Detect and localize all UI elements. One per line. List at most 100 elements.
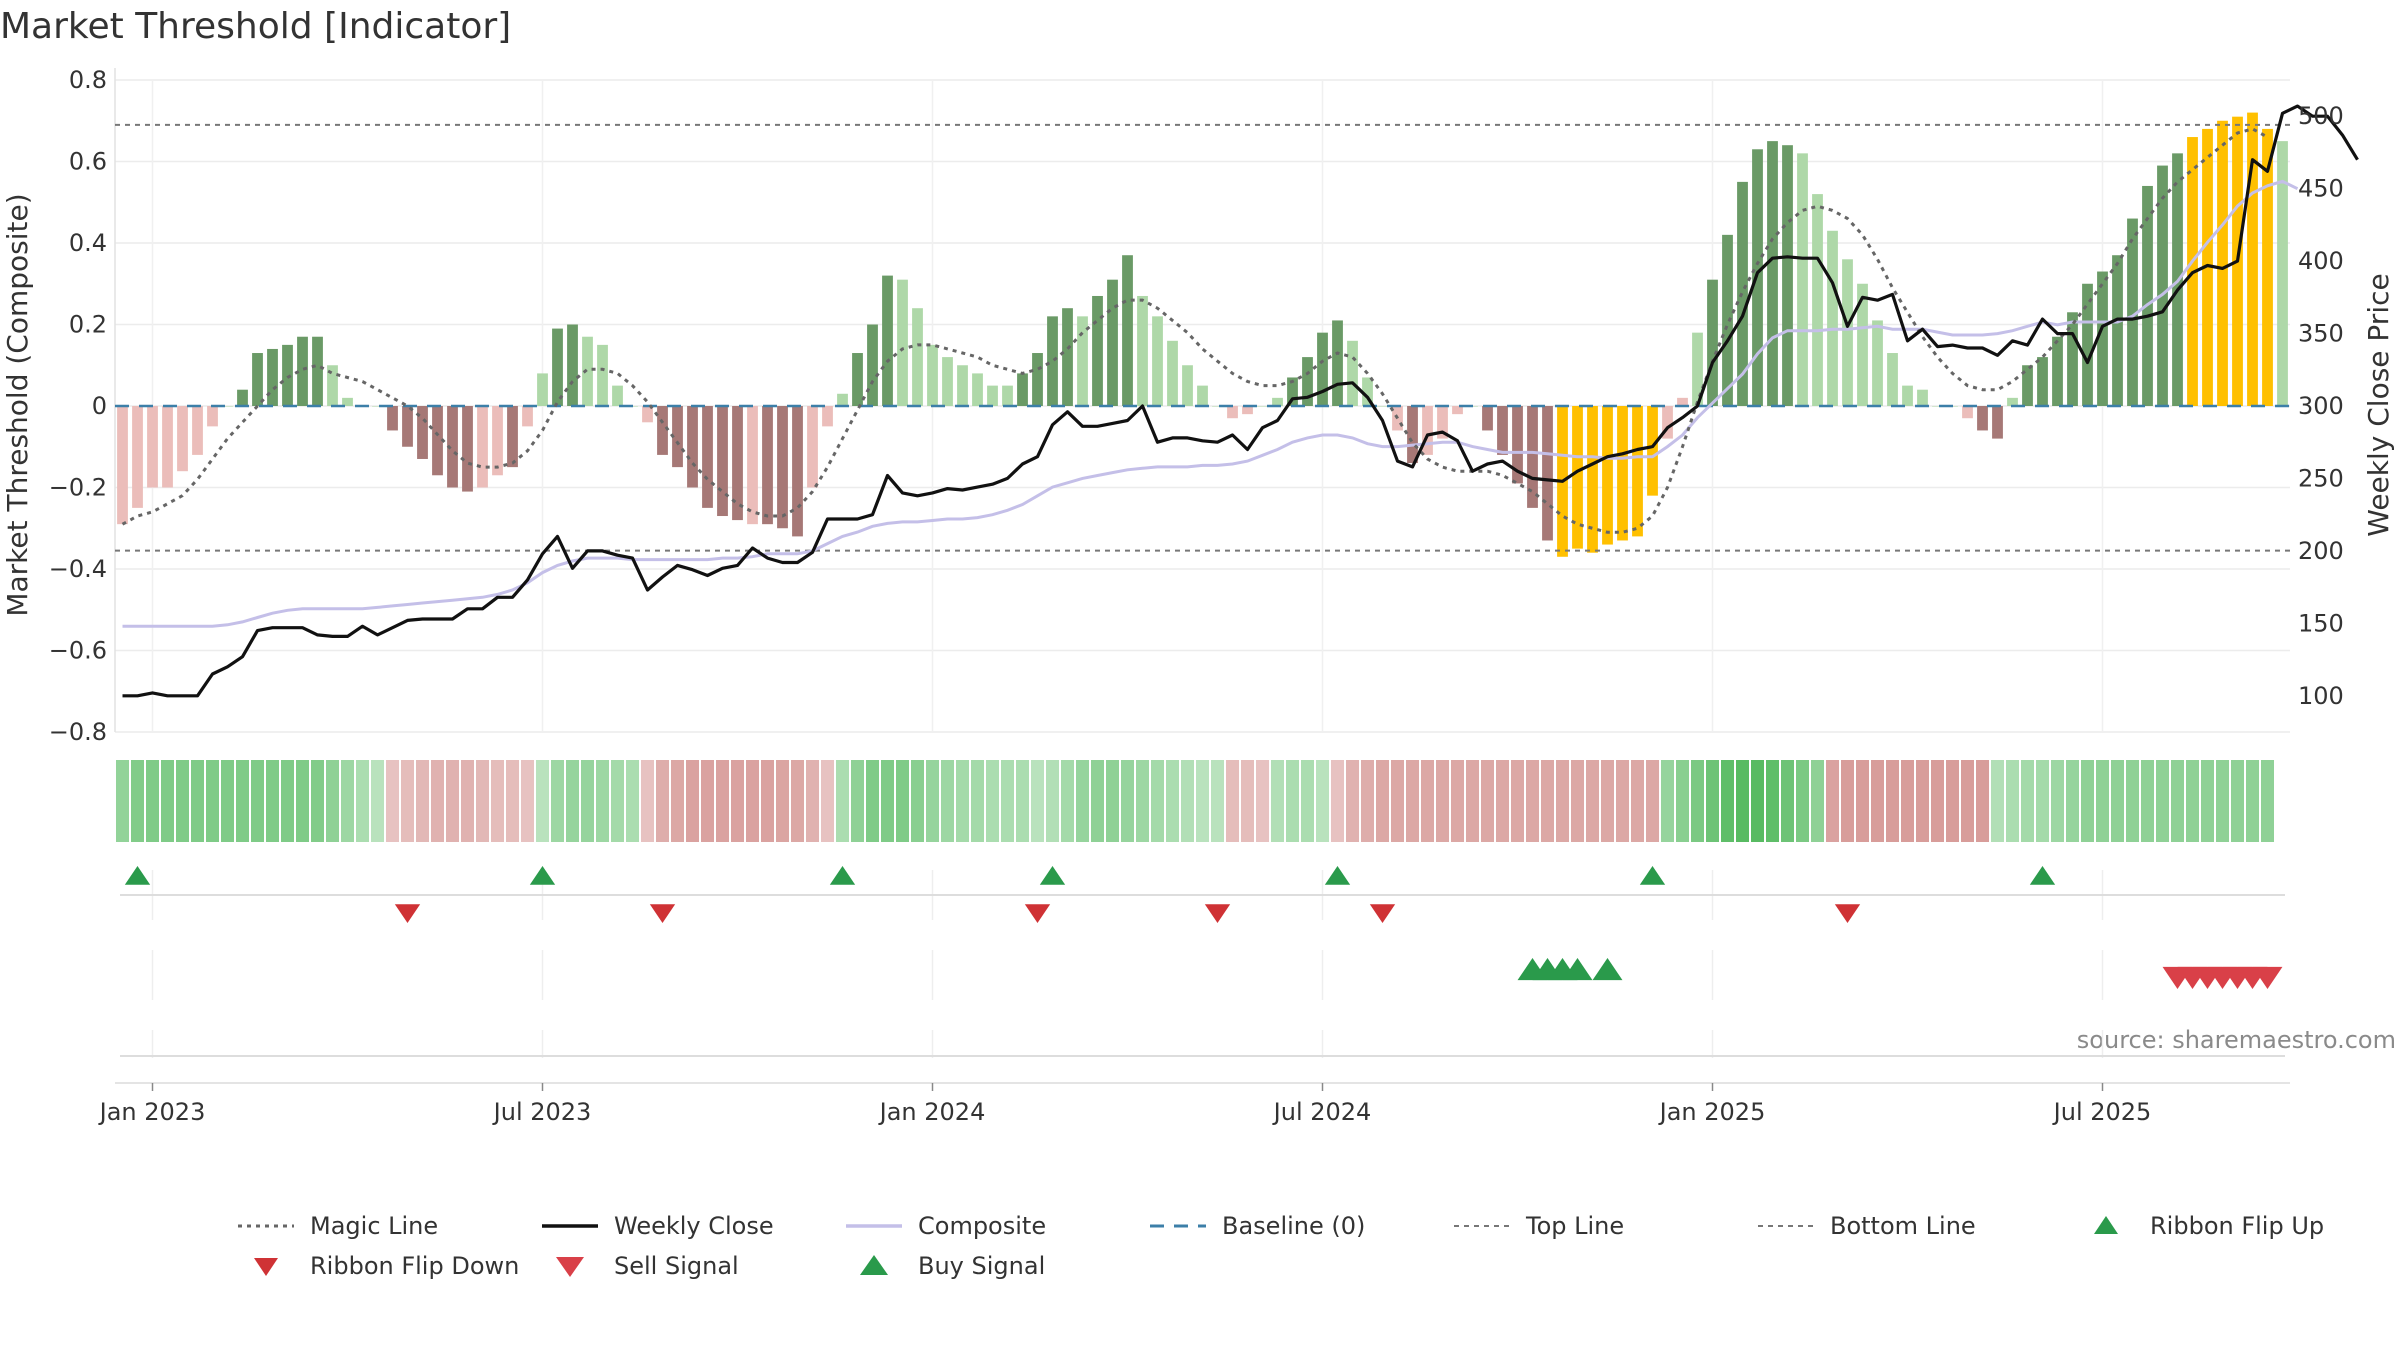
composite-bar <box>1182 365 1193 406</box>
legend-item-close: Weekly Close <box>542 1212 774 1240</box>
ribbon-cell <box>2126 760 2139 842</box>
composite-bar <box>252 353 263 406</box>
ribbon-cell <box>1751 760 1764 842</box>
ribbon-cell <box>1466 760 1479 842</box>
ribbon-cell <box>2081 760 2094 842</box>
ribbon-cell <box>851 760 864 842</box>
composite-bar <box>747 406 758 525</box>
ribbon-cell <box>941 760 954 842</box>
ribbon-cell <box>1781 760 1794 842</box>
composite-bar <box>1377 406 1388 407</box>
composite-bar <box>297 336 308 406</box>
right-tick-label: 350 <box>2298 320 2344 348</box>
ribbon-cell <box>1961 760 1974 842</box>
composite-bar <box>1707 279 1718 406</box>
composite-bar <box>402 406 413 447</box>
composite-bar <box>1197 385 1208 406</box>
ribbon-flip-up-marker <box>829 866 856 885</box>
composite-bar <box>117 406 128 525</box>
ribbon-cell <box>296 760 309 842</box>
ribbon-cell <box>956 760 969 842</box>
composite-bar <box>1692 332 1703 406</box>
legend: Magic Line Weekly Close Composite Baseline … <box>238 1212 2324 1280</box>
ribbon-cell <box>2051 760 2064 842</box>
composite-bar <box>432 406 443 476</box>
ribbon-cell <box>1301 760 1314 842</box>
composite-bar <box>717 406 728 517</box>
ribbon-cell <box>2036 760 2049 842</box>
ribbon-cell <box>1886 760 1899 842</box>
x-tick-label: Jul 2025 <box>2052 1098 2152 1126</box>
composite-bar <box>1662 406 1673 439</box>
ribbon-cell <box>1706 760 1719 842</box>
composite-bar <box>1422 406 1433 455</box>
composite-bar <box>282 344 293 406</box>
ribbon-cell <box>1601 760 1614 842</box>
right-tick-label: 150 <box>2298 609 2344 637</box>
composite-bar <box>612 385 623 406</box>
composite-bar <box>1257 406 1268 407</box>
ribbon-cell <box>1526 760 1539 842</box>
x-tick-label: Jan 2024 <box>878 1098 986 1126</box>
ribbon-cell <box>821 760 834 842</box>
composite-bar <box>732 406 743 521</box>
composite-bar <box>942 357 953 406</box>
legend-item-buy: Buy Signal <box>860 1252 1045 1280</box>
ribbon-cell <box>206 760 219 842</box>
ribbon-cell <box>1406 760 1419 842</box>
ribbon-cell <box>2066 760 2079 842</box>
composite-bar <box>2142 185 2153 406</box>
buy-signal-marker <box>1592 958 1623 981</box>
ribbon-cell <box>686 760 699 842</box>
right-tick-label: 200 <box>2298 537 2344 565</box>
composite-bar <box>2157 165 2168 406</box>
composite-bar <box>567 324 578 406</box>
composite-bar <box>2037 357 2048 406</box>
composite-bar <box>1152 316 1163 406</box>
ribbon-cell <box>1631 760 1644 842</box>
ribbon-cell <box>281 760 294 842</box>
composite-bar <box>657 406 668 455</box>
composite-bar <box>1812 194 1823 406</box>
ribbon-flip-down-marker <box>1369 904 1396 923</box>
right-axis-label: Weekly Close Price <box>2362 273 2395 536</box>
ribbon-flip-down-marker <box>1204 904 1231 923</box>
composite-bar <box>1497 406 1508 455</box>
legend-label: Weekly Close <box>614 1212 774 1240</box>
ribbon-cell <box>2141 760 2154 842</box>
ribbon-cell <box>1811 760 1824 842</box>
composite-bar <box>912 308 923 406</box>
composite-bar <box>1767 141 1778 406</box>
ribbon-flip-down-marker <box>394 904 421 923</box>
right-tick-label: 400 <box>2298 247 2344 275</box>
composite-bar <box>1917 389 1928 406</box>
ribbon-cell <box>1286 760 1299 842</box>
ribbon-cell <box>1226 760 1239 842</box>
ribbon-cell <box>1661 760 1674 842</box>
composite-bar <box>1032 353 1043 406</box>
legend-label: Composite <box>918 1212 1046 1240</box>
ribbon-cell <box>866 760 879 842</box>
legend-item-flip_up: Ribbon Flip Up <box>2094 1212 2324 1240</box>
right-tick-label: 450 <box>2298 175 2344 203</box>
ribbon-cell <box>191 760 204 842</box>
ribbon-cell <box>371 760 384 842</box>
legend-item-magic: Magic Line <box>238 1212 438 1240</box>
composite-bar <box>1437 406 1448 439</box>
ribbon-cell <box>1511 760 1524 842</box>
composite-bar <box>2277 141 2288 406</box>
ribbon-cell <box>341 760 354 842</box>
composite-bar <box>1362 377 1373 406</box>
legend-swatch <box>254 1258 278 1276</box>
ribbon-flip-up-marker <box>529 866 556 885</box>
ribbon-cell <box>2216 760 2229 842</box>
ribbon-cell <box>1721 760 1734 842</box>
ribbon-cell <box>1481 760 1494 842</box>
composite-bar <box>1212 406 1223 407</box>
legend-item-top: Top Line <box>1454 1212 1624 1240</box>
legend-label: Ribbon Flip Down <box>310 1252 519 1280</box>
legend-label: Ribbon Flip Up <box>2150 1212 2324 1240</box>
composite-bar <box>1227 406 1238 419</box>
composite-bar <box>372 406 383 407</box>
